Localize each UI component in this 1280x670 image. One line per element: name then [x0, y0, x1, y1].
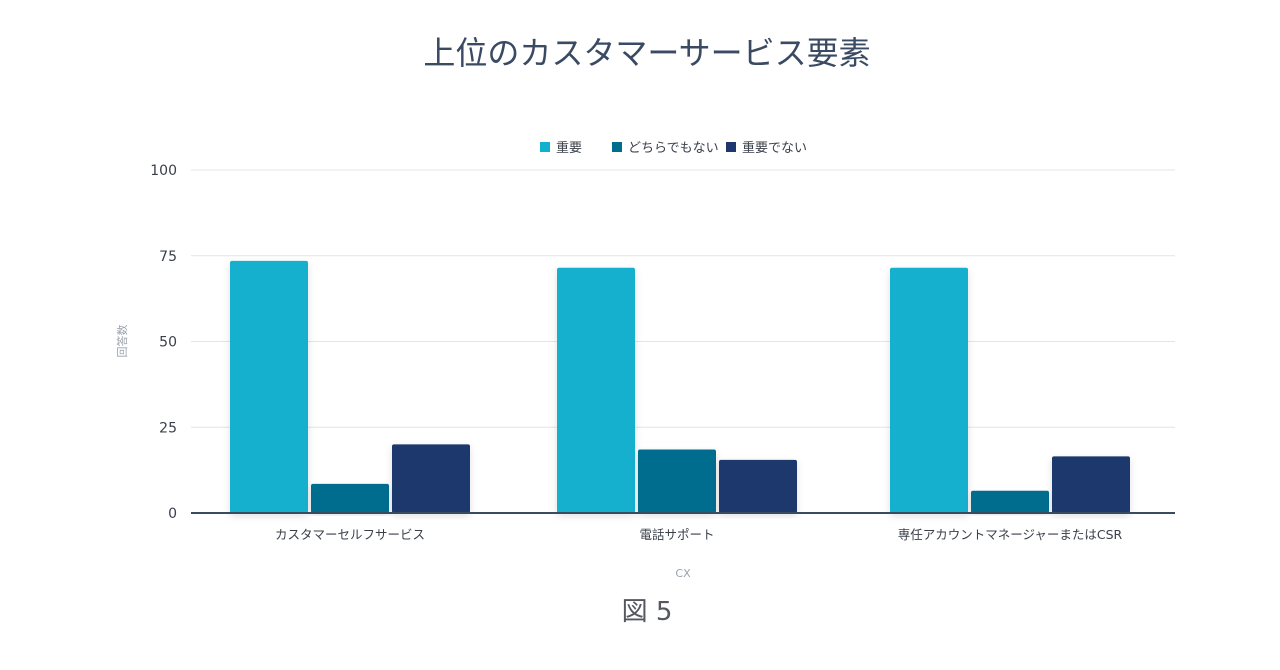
x-axis-categories: カスタマーセルフサービス 電話サポート 専任アカウントマネージャーまたはCSR — [275, 527, 1123, 542]
bar — [557, 267, 635, 513]
legend-label: どちらでもない — [628, 141, 719, 156]
y-axis-label: 回答数 — [115, 325, 129, 358]
gridlines — [191, 169, 1175, 428]
x-category-label: 専任アカウントマネージャーまたはCSR — [898, 527, 1123, 542]
x-axis-label: CX — [675, 567, 691, 580]
bar — [890, 267, 968, 513]
bar — [230, 260, 308, 513]
x-category-label: 電話サポート — [639, 527, 714, 542]
y-axis-ticks: 0 25 50 75 100 — [150, 163, 177, 522]
x-category-label: カスタマーセルフサービス — [275, 527, 425, 542]
y-tick-label: 25 — [159, 420, 177, 436]
legend-swatch — [726, 142, 736, 152]
legend-label: 重要 — [556, 140, 582, 156]
legend-swatch — [612, 142, 622, 152]
bars — [230, 260, 1130, 513]
legend-swatch — [540, 142, 550, 152]
y-tick-label: 75 — [159, 249, 177, 265]
legend: 重要 どちらでもない 重要でない — [540, 140, 807, 156]
bar — [971, 490, 1049, 513]
bar — [719, 459, 797, 513]
y-tick-label: 100 — [150, 163, 177, 179]
y-tick-label: 50 — [159, 335, 177, 351]
bar — [638, 449, 716, 513]
chart-title: 上位のカスタマーサービス要素 — [423, 34, 870, 72]
bar — [311, 483, 389, 513]
bar — [1052, 456, 1130, 513]
bar — [392, 444, 470, 513]
y-tick-label: 0 — [168, 506, 177, 522]
legend-label: 重要でない — [742, 140, 807, 156]
figure-caption: 図 5 — [622, 597, 673, 627]
